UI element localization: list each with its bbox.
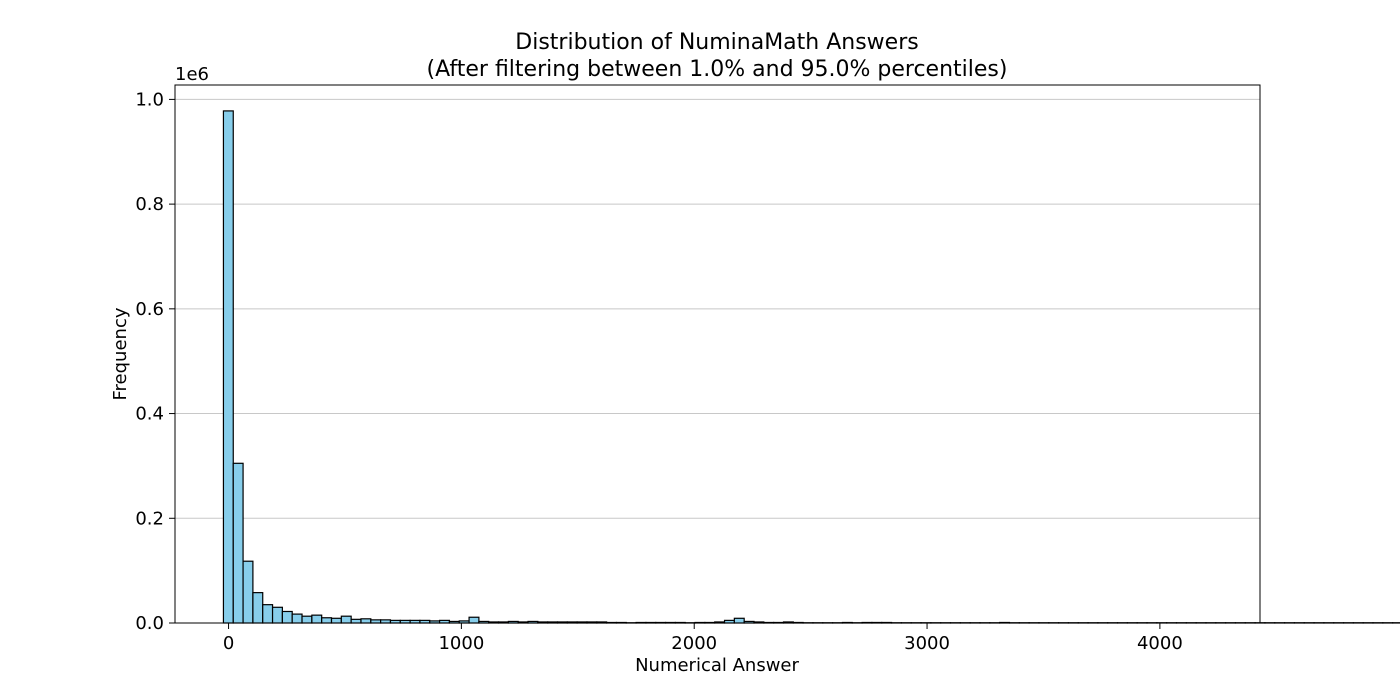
- y-tick-label-5: 1.0: [135, 89, 164, 110]
- plot-frame: [174, 84, 1261, 624]
- y-axis-offset-label: 1e6: [175, 64, 209, 85]
- histogram-bar-5: [271, 606, 283, 624]
- chart-title: Distribution of NuminaMath Answers: [515, 30, 918, 55]
- chart-subtitle: (After filtering between 1.0% and 95.0% …: [427, 57, 1008, 82]
- histogram-bar-11: [330, 617, 342, 624]
- histogram-bar-14: [360, 618, 372, 624]
- x-tick-label-2: 2000: [671, 633, 717, 654]
- histogram-bar-3: [252, 592, 264, 624]
- x-tick-label-4: 4000: [1137, 633, 1183, 654]
- histogram-bar-10: [321, 617, 333, 624]
- histogram-bar-2: [242, 560, 254, 624]
- histogram-bar-0: [222, 110, 234, 624]
- histogram-bar-25: [468, 616, 480, 624]
- histogram-bar-9: [311, 614, 323, 624]
- x-tick-label-0: 0: [223, 633, 234, 654]
- x-axis-ticks: 0 1000 2000 3000 4000: [223, 623, 1183, 654]
- histogram-bar-7: [291, 613, 303, 624]
- histogram-bars: [222, 110, 1400, 624]
- y-tick-label-4: 0.8: [135, 194, 164, 215]
- histogram-bar-52: [733, 617, 745, 624]
- x-tick-label-3: 3000: [904, 633, 950, 654]
- y-tick-label-3: 0.6: [135, 299, 164, 320]
- y-tick-label-2: 0.4: [135, 404, 164, 425]
- y-tick-label-0: 0.0: [135, 613, 164, 634]
- histogram-bar-8: [301, 615, 313, 624]
- histogram-bar-12: [340, 615, 352, 624]
- x-axis-label: Numerical Answer: [635, 655, 799, 676]
- y-axis-ticks: 0.0 0.2 0.4 0.6 0.8 1.0: [135, 89, 175, 634]
- histogram-bar-6: [281, 610, 293, 624]
- grid-lines: [175, 98, 1260, 624]
- histogram-bar-4: [262, 604, 274, 624]
- histogram-bar-13: [350, 618, 362, 624]
- y-tick-label-1: 0.2: [135, 508, 164, 529]
- histogram-bar-1: [232, 462, 244, 624]
- x-tick-label-1: 1000: [438, 633, 484, 654]
- y-axis-label: Frequency: [110, 307, 131, 400]
